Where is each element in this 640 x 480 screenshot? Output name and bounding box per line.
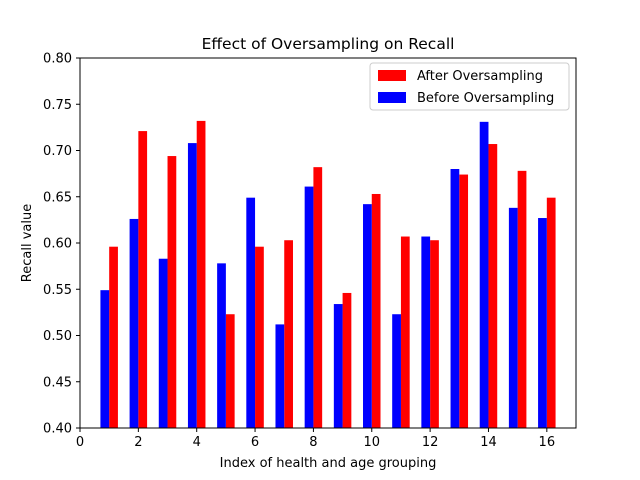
y-tick-label: 0.80: [43, 52, 72, 67]
x-tick-label: 10: [363, 435, 380, 450]
x-tick-label: 12: [422, 435, 439, 450]
bar-before-10: [363, 204, 372, 428]
bars-group: [100, 120, 556, 429]
bar-after-12: [430, 240, 439, 428]
bar-before-2: [129, 218, 139, 428]
bar-before-15: [508, 207, 518, 428]
bar-after-10: [371, 193, 381, 428]
bar-after-11: [400, 236, 410, 428]
bar-before-11: [392, 314, 401, 428]
bar-before-6: [246, 197, 256, 428]
bar-after-6: [255, 246, 264, 428]
legend-box: [369, 62, 570, 111]
legend-label-after: After Oversampling: [417, 69, 543, 84]
bar-before-12: [421, 236, 431, 428]
bar-before-8: [304, 186, 314, 428]
bar-after-7: [284, 240, 293, 428]
chart-title: Effect of Oversampling on Recall: [202, 35, 455, 53]
y-tick-label: 0.75: [43, 98, 72, 113]
x-tick-label: 6: [251, 435, 259, 450]
legend-label-before: Before Oversampling: [417, 91, 554, 106]
legend-swatch-after: [378, 70, 406, 81]
x-tick-label: 8: [309, 435, 317, 450]
y-tick-label: 0.65: [43, 190, 72, 205]
bar-after-3: [167, 156, 177, 429]
y-tick-label: 0.60: [43, 237, 72, 252]
bar-before-4: [187, 143, 197, 428]
bar-after-9: [342, 292, 352, 428]
x-axis-ticks: 0 2 4 6 8 10 12 14 16: [76, 428, 555, 450]
y-axis-ticks: 0.40 0.45 0.50 0.55 0.60 0.65 0.70 0.75 0.80: [43, 52, 80, 437]
bar-after-4: [196, 120, 206, 429]
bar-after-15: [517, 170, 527, 428]
bar-before-3: [158, 258, 168, 428]
bar-after-16: [546, 197, 556, 428]
bar-before-7: [275, 324, 285, 428]
x-tick-label: 16: [539, 435, 556, 450]
bar-before-9: [333, 304, 343, 428]
x-axis-title: Index of health and age grouping: [220, 456, 437, 471]
y-tick-label: 0.40: [43, 422, 72, 437]
bar-before-16: [538, 218, 547, 428]
bar-after-8: [313, 167, 323, 428]
bar-before-5: [217, 263, 226, 428]
x-tick-label: 4: [193, 435, 201, 450]
legend: After Oversampling Before Oversampling: [369, 62, 570, 111]
x-tick-label: 2: [134, 435, 142, 450]
y-tick-label: 0.70: [43, 144, 72, 159]
bar-before-14: [479, 121, 489, 428]
y-axis-title: Recall value: [20, 204, 35, 282]
bar-after-14: [488, 144, 498, 428]
x-tick-label: 0: [76, 435, 84, 450]
y-tick-label: 0.50: [43, 329, 72, 344]
y-tick-label: 0.55: [43, 283, 72, 298]
y-tick-label: 0.45: [43, 375, 72, 390]
bar-after-13: [459, 174, 469, 428]
bar-before-13: [450, 169, 460, 428]
bar-before-1: [100, 290, 110, 428]
bar-after-1: [109, 246, 118, 428]
bar-after-5: [225, 314, 235, 428]
legend-swatch-before: [378, 92, 406, 103]
x-tick-label: 14: [480, 435, 497, 450]
bar-after-2: [138, 131, 148, 428]
